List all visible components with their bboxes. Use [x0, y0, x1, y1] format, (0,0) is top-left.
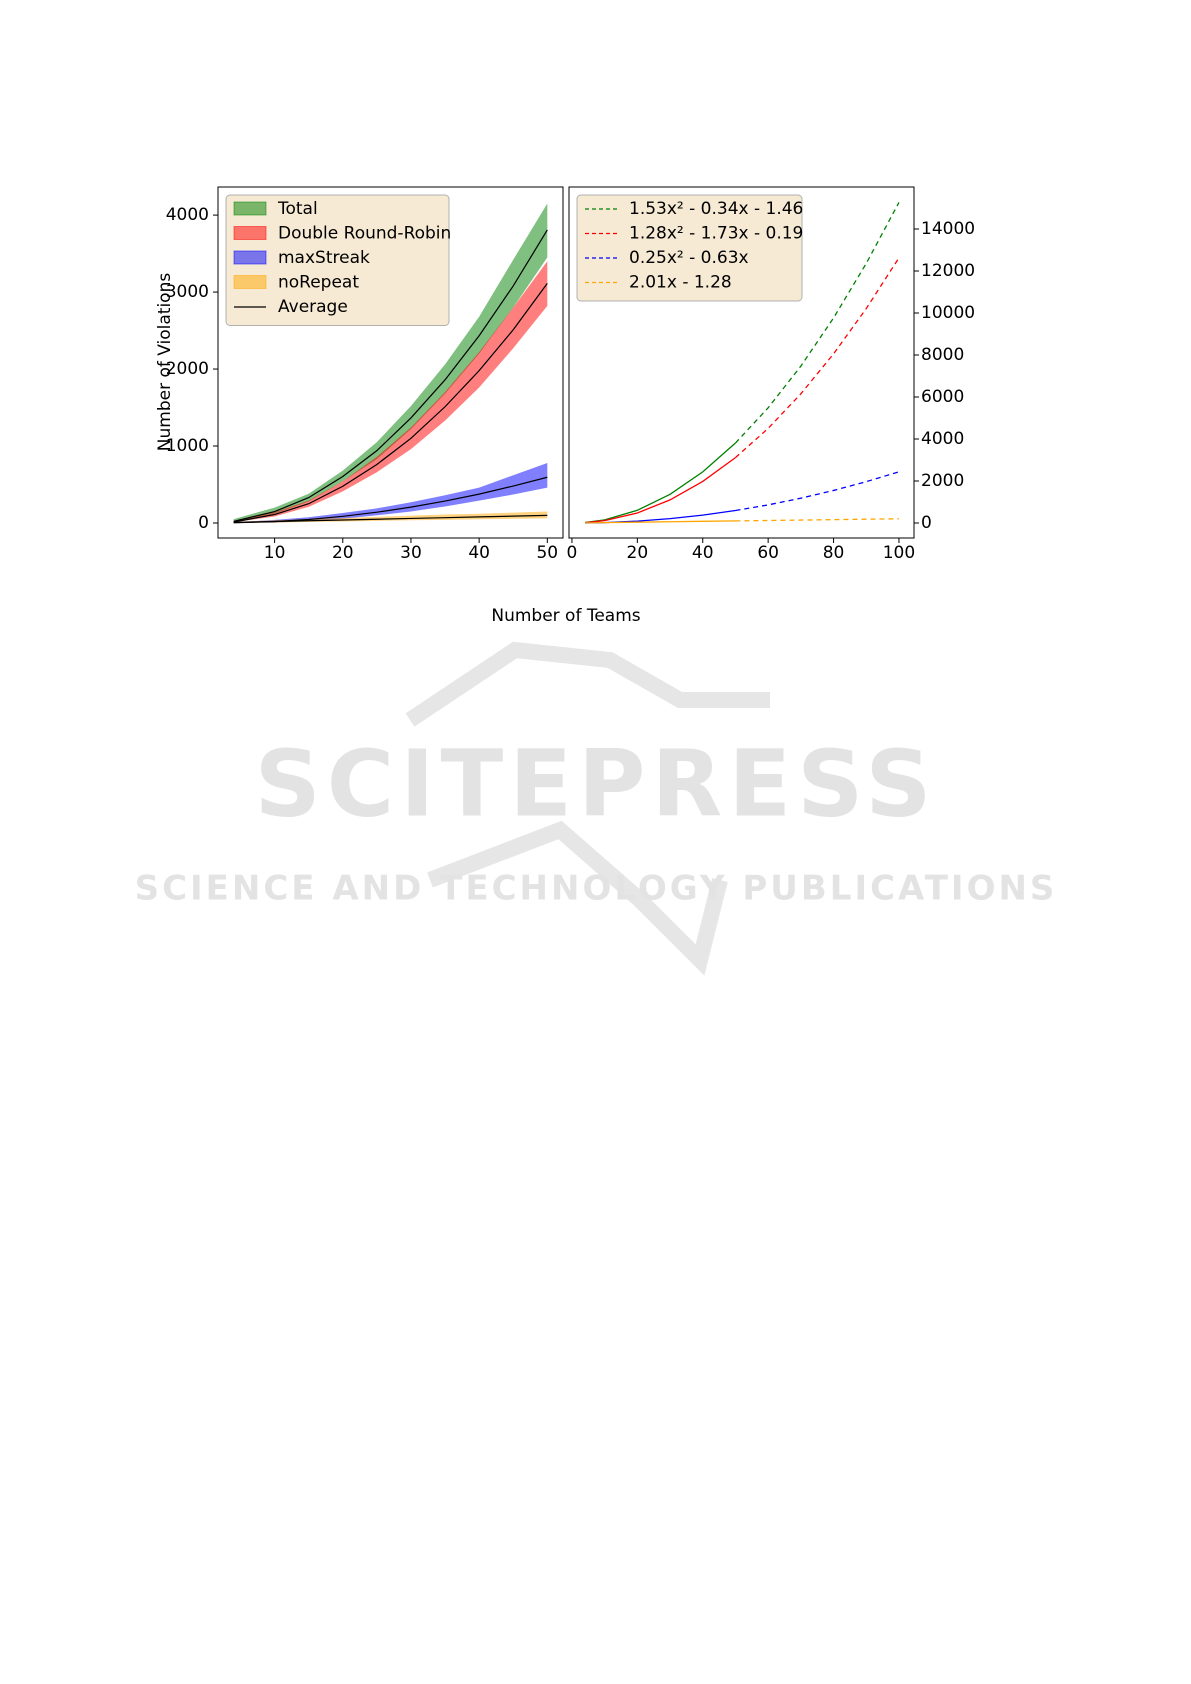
y-tick-label: 4000	[921, 429, 964, 449]
x-tick-label: 20	[627, 543, 649, 563]
y-tick-label: 2000	[166, 359, 209, 379]
y-axis-label: Number of Violations	[155, 273, 175, 452]
legend-swatch	[233, 201, 267, 216]
x-tick-label: 60	[757, 543, 779, 563]
x-tick-label: 100	[883, 543, 915, 563]
legend-swatch	[233, 226, 267, 240]
y-tick-label: 4000	[166, 205, 209, 225]
y-tick-label: 0	[198, 513, 209, 533]
x-tick-label: 20	[332, 543, 354, 563]
y-tick-label: 6000	[921, 387, 964, 407]
x-tick-label: 80	[823, 543, 845, 563]
x-axis-label: Number of Teams	[491, 606, 640, 626]
legend-label: noRepeat	[278, 273, 359, 293]
average-line	[233, 476, 548, 524]
legend-label: Average	[278, 297, 348, 317]
extrapolation-line	[734, 202, 900, 444]
fit-line	[584, 442, 736, 524]
extrapolation-line	[735, 471, 900, 512]
legend-label: Total	[277, 199, 318, 219]
x-tick-label: 0	[567, 543, 578, 563]
x-tick-label: 10	[264, 543, 286, 563]
watermark-subtitle: SCIENCE AND TECHNOLOGY PUBLICATIONS	[135, 869, 1058, 909]
x-tick-label: 40	[692, 543, 714, 563]
y-tick-label: 12000	[921, 261, 975, 281]
watermark-art	[405, 641, 770, 976]
legend-swatch	[233, 250, 267, 265]
legend-label: 0.25x² - 0.63x	[629, 248, 749, 268]
plot-frame	[568, 186, 915, 539]
legend-label: 1.28x² - 1.73x - 0.19	[629, 224, 803, 244]
legend-label: 1.53x² - 0.34x - 1.46	[629, 199, 803, 219]
x-tick-label: 30	[400, 543, 422, 563]
x-tick-label: 50	[536, 543, 558, 563]
legend-label: maxStreak	[278, 248, 370, 268]
y-tick-label: 3000	[166, 282, 209, 302]
y-tick-label: 2000	[921, 471, 964, 491]
x-tick-label: 40	[468, 543, 490, 563]
legend-swatch	[233, 275, 267, 289]
legend-box	[225, 194, 450, 326]
watermark-title: SCITEPRESS	[254, 730, 937, 837]
fit-line	[585, 520, 736, 524]
extrapolation-line	[735, 518, 899, 522]
y-tick-label: 8000	[921, 345, 964, 365]
y-tick-label: 10000	[921, 303, 975, 323]
legend-label: Double Round-Robin	[278, 224, 451, 244]
y-tick-label: 14000	[921, 219, 975, 239]
legend-label: 2.01x - 1.28	[629, 273, 732, 293]
legend-box	[576, 194, 803, 302]
average-line	[233, 229, 548, 522]
y-tick-label: 1000	[166, 436, 209, 456]
y-tick-label: 0	[921, 513, 932, 533]
plot-frame	[217, 186, 564, 539]
extrapolation-line	[735, 257, 900, 459]
fit-line	[584, 457, 736, 524]
average-line	[233, 283, 548, 523]
average-line	[233, 514, 548, 524]
